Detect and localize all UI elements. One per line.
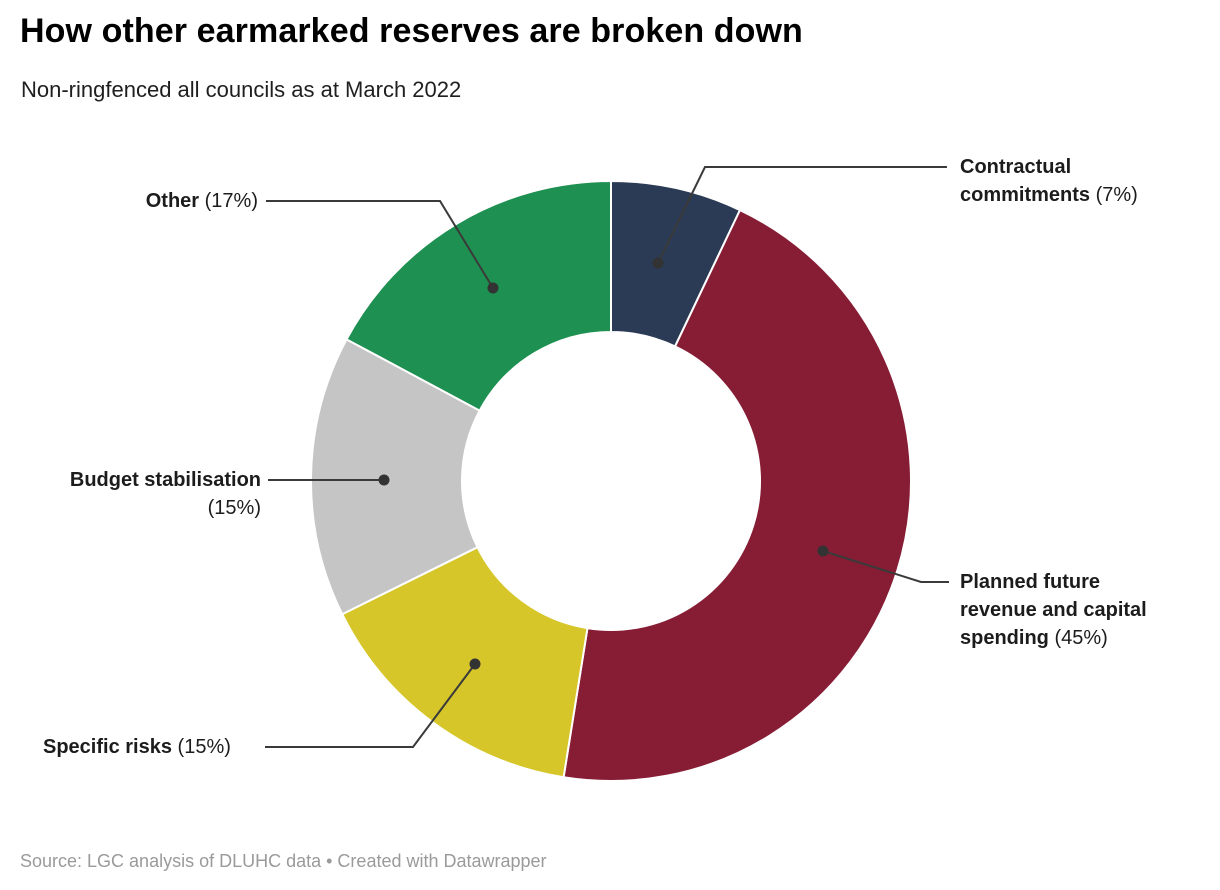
slice-label-name: Planned future revenue and capital spend… — [960, 571, 1147, 649]
connector-specific-risks — [265, 663, 476, 748]
slice-specific-risks[interactable] — [340, 545, 589, 779]
connector-contractual-commitments — [657, 166, 947, 264]
slice-label-name: Budget stabilisation — [69, 469, 261, 491]
slice-label-other: Other (17%) — [40, 187, 258, 215]
slice-label-contractual-commitments: Contractual commitments (7%) — [960, 153, 1175, 209]
slice-label-name: Contractual commitments — [960, 156, 1091, 206]
slice-label-pct: (17%) — [204, 190, 258, 212]
source-attribution: Source: LGC analysis of DLUHC data • Cre… — [20, 851, 547, 871]
connector-dot-other — [487, 282, 499, 294]
slice-label-name: Other — [145, 190, 200, 212]
connector-dot-contractual-commitments — [652, 257, 664, 269]
slice-planned-future-revenue-capital-spending[interactable] — [562, 208, 912, 782]
connector-planned-future-revenue-capital-spending — [822, 550, 949, 583]
page-title: How other earmarked reserves are broken … — [20, 12, 803, 50]
connector-dot-budget-stabilisation — [378, 474, 390, 486]
connector-dot-specific-risks — [469, 658, 481, 670]
slice-label-pct: (15%) — [177, 736, 231, 758]
slice-budget-stabilisation[interactable] — [310, 337, 482, 616]
slice-other[interactable] — [345, 179, 612, 412]
slice-label-budget-stabilisation: Budget stabilisation (15%) — [40, 466, 261, 522]
slice-label-pct: (15%) — [207, 497, 261, 519]
slice-label-pct: (45%) — [1054, 627, 1108, 649]
connector-dot-planned-future-revenue-capital-spending — [817, 545, 829, 557]
slice-label-name: Specific risks — [43, 736, 172, 758]
slice-label-specific-risks: Specific risks (15%) — [43, 733, 283, 761]
slice-label-planned-future-revenue-capital-spending: Planned future revenue and capital spend… — [960, 568, 1182, 652]
connector-other — [266, 200, 494, 289]
slice-label-pct: (7%) — [1095, 184, 1138, 206]
page-subtitle: Non-ringfenced all councils as at March … — [21, 77, 462, 102]
